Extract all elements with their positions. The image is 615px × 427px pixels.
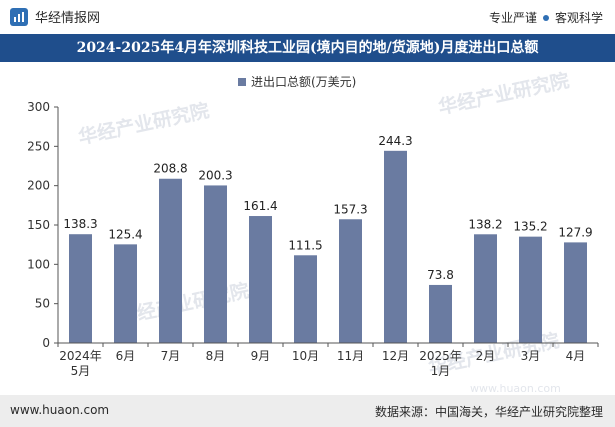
- y-tick-label: 250: [27, 139, 50, 153]
- x-tick-label: 8月: [206, 349, 226, 363]
- x-tick-label: 9月: [251, 349, 271, 363]
- bar[interactable]: [294, 255, 317, 343]
- title-bar: 2024-2025年4月年深圳科技工业园(境内目的地/货源地)月度进出口总额: [0, 34, 615, 62]
- x-tick-label: 4月: [566, 349, 586, 363]
- x-tick-label: 2月: [476, 349, 496, 363]
- x-tick-label: 6月: [116, 349, 136, 363]
- legend-label: 进出口总额(万美元): [251, 75, 356, 89]
- footer-website-link[interactable]: www.huaon.com: [10, 403, 110, 417]
- x-tick-label: 12月: [382, 349, 409, 363]
- bar[interactable]: [69, 234, 92, 343]
- bars: 138.3 125.4 208.8 200.3 161.4 111.5 157.3 244.3…: [63, 134, 593, 343]
- data-label: 138.3: [63, 217, 97, 231]
- data-label: 111.5: [288, 238, 322, 252]
- data-label: 208.8: [153, 162, 187, 176]
- watermarks: 华经产业研究院 华经产业研究院 华经产业研究院 华经产业研究院 www.huao…: [76, 69, 571, 395]
- data-label: 127.9: [558, 225, 592, 239]
- bar[interactable]: [519, 236, 542, 343]
- footer-source: 数据来源：中国海关，华经产业研究院整理: [374, 405, 603, 419]
- tagline-part1: 专业严谨: [488, 11, 537, 25]
- x-tick-label: 2025年: [419, 349, 462, 363]
- bar[interactable]: [474, 234, 497, 343]
- data-label: 157.3: [333, 202, 367, 216]
- tagline: 专业严谨 客观科学: [489, 9, 603, 26]
- bar[interactable]: [159, 178, 182, 343]
- bar[interactable]: [564, 242, 587, 343]
- x-tick-label: 10月: [292, 349, 319, 363]
- top-bar: 华经情报网 专业严谨 客观科学: [0, 0, 615, 34]
- bar[interactable]: [249, 216, 272, 343]
- bar[interactable]: [429, 284, 452, 343]
- x-tick-label: 1月: [431, 364, 451, 378]
- brand-logo-icon: [10, 7, 28, 26]
- x-tick-label: 3月: [521, 349, 541, 363]
- legend: 进出口总额(万美元): [238, 75, 356, 89]
- footer: www.huaon.com 数据来源：中国海关，华经产业研究院整理: [0, 395, 615, 427]
- legend-swatch: [238, 78, 246, 86]
- bar[interactable]: [204, 185, 227, 343]
- data-label: 244.3: [378, 134, 412, 148]
- y-tick-label: 200: [27, 179, 50, 193]
- watermark-text-1: 华经产业研究院: [76, 99, 211, 149]
- chart-title: 2024-2025年4月年深圳科技工业园(境内目的地/货源地)月度进出口总额: [76, 40, 539, 56]
- x-tick-label: 7月: [161, 349, 181, 363]
- y-tick-label: 150: [27, 218, 50, 232]
- watermark-text-2: 华经产业研究院: [436, 69, 571, 119]
- bar[interactable]: [114, 244, 137, 343]
- x-tick-label: 11月: [337, 349, 364, 363]
- watermark-url: www.huaon.com: [470, 382, 561, 395]
- data-label: 161.4: [243, 199, 277, 213]
- brand-name: 华经情报网: [35, 11, 101, 26]
- data-label: 138.2: [468, 217, 502, 231]
- dot-icon: [542, 14, 549, 21]
- bar[interactable]: [384, 150, 407, 343]
- y-tick-label: 100: [27, 257, 50, 271]
- tagline-part2: 客观科学: [554, 11, 603, 25]
- bar-chart: 华经产业研究院 华经产业研究院 华经产业研究院 华经产业研究院 www.huao…: [27, 69, 599, 395]
- brand[interactable]: 华经情报网: [10, 7, 100, 26]
- y-tick-label: 300: [27, 100, 50, 114]
- data-label: 73.8: [427, 268, 454, 282]
- data-label: 200.3: [198, 168, 232, 182]
- y-tick-label: 50: [35, 297, 50, 311]
- x-tick-label: 5月: [71, 364, 91, 378]
- data-label: 135.2: [513, 220, 547, 234]
- data-label: 125.4: [108, 227, 142, 241]
- y-axis: 0 50 100 150 200 250 300: [27, 100, 59, 350]
- bar[interactable]: [339, 219, 362, 343]
- y-tick-label: 0: [42, 336, 50, 350]
- x-tick-label: 2024年: [59, 349, 102, 363]
